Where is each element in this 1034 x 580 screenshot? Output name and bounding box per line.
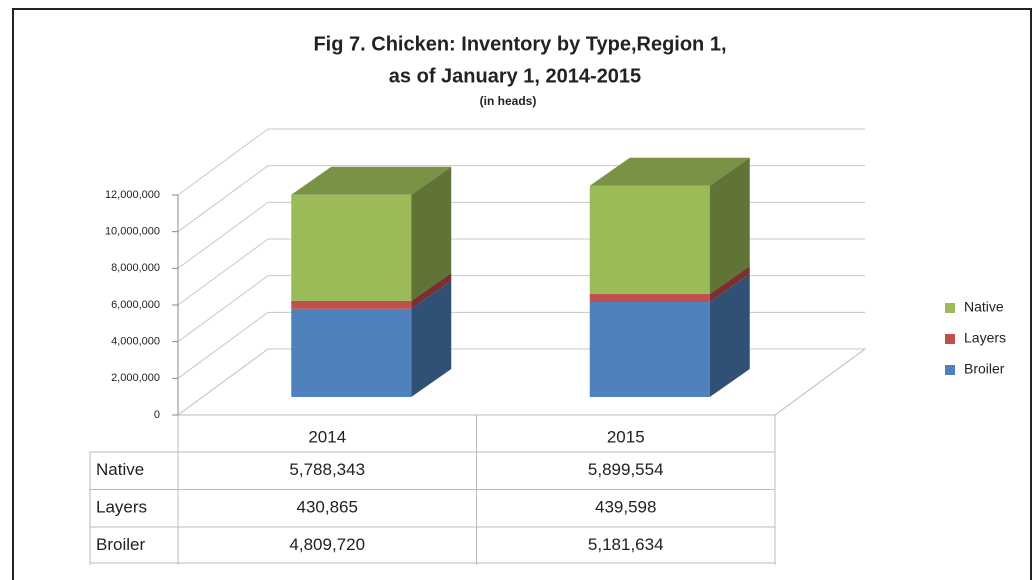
frame [12,8,1032,580]
legend-label: Broiler [964,361,1005,377]
bar-side [709,274,750,397]
chart-subtitle: (in heads) [480,94,537,108]
y-tick-label: 12,000,000 [105,189,160,201]
bar [589,302,710,397]
y-tick-label: 6,000,000 [111,299,160,311]
table-cell: 5,899,554 [588,460,664,479]
legend-label: Native [964,299,1004,315]
legend-swatch [945,303,955,313]
y-tick-label: 10,000,000 [105,226,160,238]
bar-side [709,265,750,303]
table-cell: 439,598 [595,498,656,517]
chart: Fig 7. Chicken: Inventory by Type,Region… [89,33,1006,565]
bar-side [411,280,452,397]
bar [589,293,710,303]
y-tick-label: 8,000,000 [111,262,160,274]
table-cell: 430,865 [297,498,358,517]
bar-side [411,166,452,301]
grid-line [177,165,865,233]
grid-line [177,238,865,306]
bar-top [589,157,750,186]
table-row-label: Broiler [96,535,145,554]
grid-line [177,275,865,343]
bar-side [709,157,750,294]
x-tick-label: 2015 [607,427,645,446]
page: {"chart_data": {"type": "bar3d_stacked",… [12,8,1032,580]
bar [589,185,710,294]
grid-line [177,201,865,269]
legend-swatch [945,365,955,375]
bar [291,300,412,309]
table-cell: 5,181,634 [588,535,664,554]
bar-side [411,272,452,309]
legend-swatch [945,334,955,344]
floor [176,348,867,416]
table-cell: 4,809,720 [289,535,365,554]
bar-top [291,166,452,195]
bar [291,194,412,301]
y-tick-label: 2,000,000 [111,372,160,384]
chart-title: as of January 1, 2014-2015 [389,65,641,87]
grid-line [177,311,865,379]
y-tick-label: 0 [154,409,160,421]
grid-line [177,348,865,416]
chart-title: Fig 7. Chicken: Inventory by Type,Region… [313,33,726,55]
bar [291,308,412,397]
table-row-label: Layers [96,498,147,517]
legend-label: Layers [964,330,1006,346]
y-tick-label: 4,000,000 [111,336,160,348]
table-cell: 5,788,343 [289,460,365,479]
table-row-label: Native [96,460,144,479]
grid-line [177,128,865,196]
x-tick-label: 2014 [308,427,346,446]
